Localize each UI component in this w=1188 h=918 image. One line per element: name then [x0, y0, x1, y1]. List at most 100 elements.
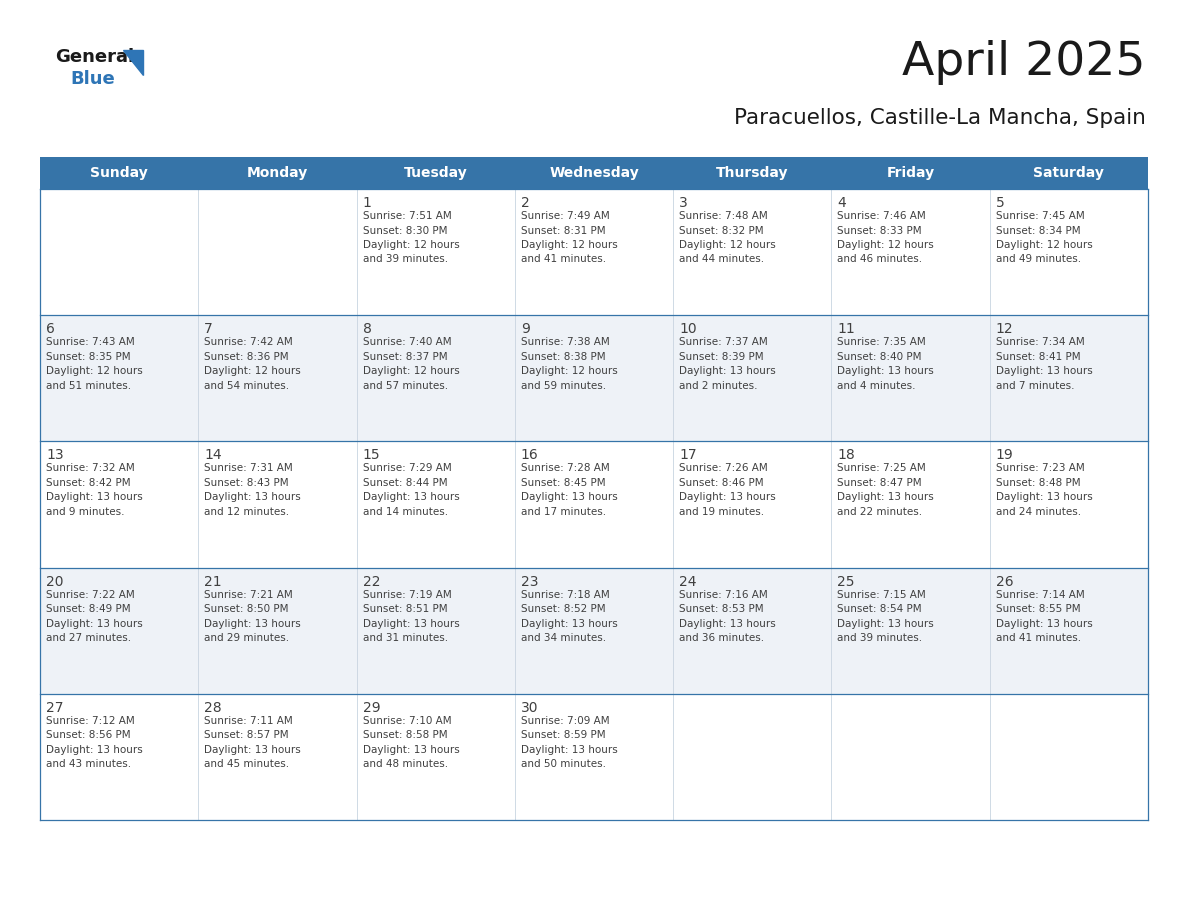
Text: Sunrise: 7:28 AM: Sunrise: 7:28 AM [520, 464, 609, 474]
Bar [40, 442, 1148, 567]
Text: Daylight: 13 hours: Daylight: 13 hours [838, 366, 934, 376]
Text: Sunset: 8:49 PM: Sunset: 8:49 PM [46, 604, 131, 614]
Text: Sunrise: 7:22 AM: Sunrise: 7:22 AM [46, 589, 134, 599]
Text: 10: 10 [680, 322, 697, 336]
Text: Sunrise: 7:31 AM: Sunrise: 7:31 AM [204, 464, 293, 474]
Text: Sunset: 8:56 PM: Sunset: 8:56 PM [46, 731, 131, 740]
Text: Sunset: 8:57 PM: Sunset: 8:57 PM [204, 731, 289, 740]
Text: 5: 5 [996, 196, 1005, 210]
Text: Sunset: 8:54 PM: Sunset: 8:54 PM [838, 604, 922, 614]
Text: Daylight: 12 hours: Daylight: 12 hours [362, 240, 460, 250]
Text: Sunrise: 7:29 AM: Sunrise: 7:29 AM [362, 464, 451, 474]
Text: Daylight: 13 hours: Daylight: 13 hours [680, 492, 776, 502]
Text: and 24 minutes.: and 24 minutes. [996, 507, 1081, 517]
Text: and 17 minutes.: and 17 minutes. [520, 507, 606, 517]
Text: Daylight: 13 hours: Daylight: 13 hours [362, 744, 460, 755]
Text: and 2 minutes.: and 2 minutes. [680, 381, 758, 391]
Text: Sunrise: 7:32 AM: Sunrise: 7:32 AM [46, 464, 134, 474]
Text: and 41 minutes.: and 41 minutes. [520, 254, 606, 264]
Text: Daylight: 13 hours: Daylight: 13 hours [520, 492, 618, 502]
Text: Sunrise: 7:10 AM: Sunrise: 7:10 AM [362, 716, 451, 726]
Text: Sunset: 8:43 PM: Sunset: 8:43 PM [204, 478, 289, 487]
Text: and 51 minutes.: and 51 minutes. [46, 381, 131, 391]
Text: Sunset: 8:55 PM: Sunset: 8:55 PM [996, 604, 1080, 614]
Text: Daylight: 13 hours: Daylight: 13 hours [680, 619, 776, 629]
Text: Sunset: 8:37 PM: Sunset: 8:37 PM [362, 352, 447, 362]
Text: Sunrise: 7:09 AM: Sunrise: 7:09 AM [520, 716, 609, 726]
Text: Sunrise: 7:35 AM: Sunrise: 7:35 AM [838, 337, 927, 347]
Text: Sunset: 8:58 PM: Sunset: 8:58 PM [362, 731, 447, 740]
Text: and 45 minutes.: and 45 minutes. [204, 759, 290, 769]
Text: 19: 19 [996, 448, 1013, 463]
Text: and 4 minutes.: and 4 minutes. [838, 381, 916, 391]
Text: Daylight: 12 hours: Daylight: 12 hours [46, 366, 143, 376]
Text: Sunrise: 7:18 AM: Sunrise: 7:18 AM [520, 589, 609, 599]
Text: Sunset: 8:53 PM: Sunset: 8:53 PM [680, 604, 764, 614]
Text: 20: 20 [46, 575, 63, 588]
Text: and 59 minutes.: and 59 minutes. [520, 381, 606, 391]
Text: Blue: Blue [70, 70, 115, 88]
Text: Daylight: 12 hours: Daylight: 12 hours [680, 240, 776, 250]
Text: Sunrise: 7:51 AM: Sunrise: 7:51 AM [362, 211, 451, 221]
Text: Sunrise: 7:15 AM: Sunrise: 7:15 AM [838, 589, 927, 599]
Text: Daylight: 13 hours: Daylight: 13 hours [204, 619, 301, 629]
Text: Sunrise: 7:26 AM: Sunrise: 7:26 AM [680, 464, 767, 474]
Text: 21: 21 [204, 575, 222, 588]
Text: and 9 minutes.: and 9 minutes. [46, 507, 125, 517]
Text: Sunset: 8:51 PM: Sunset: 8:51 PM [362, 604, 447, 614]
Text: Daylight: 13 hours: Daylight: 13 hours [46, 744, 143, 755]
Text: Daylight: 13 hours: Daylight: 13 hours [46, 619, 143, 629]
Text: Sunset: 8:38 PM: Sunset: 8:38 PM [520, 352, 606, 362]
Text: 6: 6 [46, 322, 55, 336]
Text: Daylight: 13 hours: Daylight: 13 hours [838, 619, 934, 629]
Text: 4: 4 [838, 196, 846, 210]
Text: 27: 27 [46, 700, 63, 715]
Text: Daylight: 13 hours: Daylight: 13 hours [520, 744, 618, 755]
Text: Daylight: 13 hours: Daylight: 13 hours [996, 366, 1093, 376]
Text: and 41 minutes.: and 41 minutes. [996, 633, 1081, 644]
Text: Sunset: 8:30 PM: Sunset: 8:30 PM [362, 226, 447, 236]
Text: 3: 3 [680, 196, 688, 210]
Text: Sunset: 8:33 PM: Sunset: 8:33 PM [838, 226, 922, 236]
Text: Sunday: Sunday [90, 166, 148, 180]
Text: 23: 23 [520, 575, 538, 588]
Text: 18: 18 [838, 448, 855, 463]
Text: Sunset: 8:41 PM: Sunset: 8:41 PM [996, 352, 1080, 362]
Text: 8: 8 [362, 322, 372, 336]
Text: Sunset: 8:59 PM: Sunset: 8:59 PM [520, 731, 606, 740]
Text: Daylight: 13 hours: Daylight: 13 hours [46, 492, 143, 502]
Text: Sunrise: 7:48 AM: Sunrise: 7:48 AM [680, 211, 767, 221]
Text: Sunset: 8:46 PM: Sunset: 8:46 PM [680, 478, 764, 487]
Text: Daylight: 12 hours: Daylight: 12 hours [520, 240, 618, 250]
Text: Daylight: 12 hours: Daylight: 12 hours [520, 366, 618, 376]
Text: Sunrise: 7:42 AM: Sunrise: 7:42 AM [204, 337, 293, 347]
Text: Daylight: 12 hours: Daylight: 12 hours [204, 366, 301, 376]
Bar [40, 189, 1148, 315]
Bar [40, 157, 1148, 189]
Text: 26: 26 [996, 575, 1013, 588]
Text: Daylight: 13 hours: Daylight: 13 hours [204, 492, 301, 502]
Text: 12: 12 [996, 322, 1013, 336]
Text: and 12 minutes.: and 12 minutes. [204, 507, 290, 517]
Text: Sunrise: 7:40 AM: Sunrise: 7:40 AM [362, 337, 451, 347]
Text: 9: 9 [520, 322, 530, 336]
Text: Daylight: 13 hours: Daylight: 13 hours [996, 492, 1093, 502]
Text: Sunrise: 7:43 AM: Sunrise: 7:43 AM [46, 337, 134, 347]
Text: 1: 1 [362, 196, 372, 210]
Text: Sunrise: 7:19 AM: Sunrise: 7:19 AM [362, 589, 451, 599]
Text: 24: 24 [680, 575, 696, 588]
Text: Monday: Monday [247, 166, 308, 180]
Text: Daylight: 13 hours: Daylight: 13 hours [838, 492, 934, 502]
Text: Wednesday: Wednesday [549, 166, 639, 180]
Text: Sunset: 8:50 PM: Sunset: 8:50 PM [204, 604, 289, 614]
Text: Sunset: 8:36 PM: Sunset: 8:36 PM [204, 352, 289, 362]
Text: Daylight: 13 hours: Daylight: 13 hours [680, 366, 776, 376]
Bar [40, 694, 1148, 820]
Text: Sunrise: 7:49 AM: Sunrise: 7:49 AM [520, 211, 609, 221]
Bar [40, 567, 1148, 694]
Text: and 44 minutes.: and 44 minutes. [680, 254, 764, 264]
Text: Paracuellos, Castille-La Mancha, Spain: Paracuellos, Castille-La Mancha, Spain [734, 108, 1146, 128]
Text: and 48 minutes.: and 48 minutes. [362, 759, 448, 769]
Text: and 14 minutes.: and 14 minutes. [362, 507, 448, 517]
Text: 14: 14 [204, 448, 222, 463]
